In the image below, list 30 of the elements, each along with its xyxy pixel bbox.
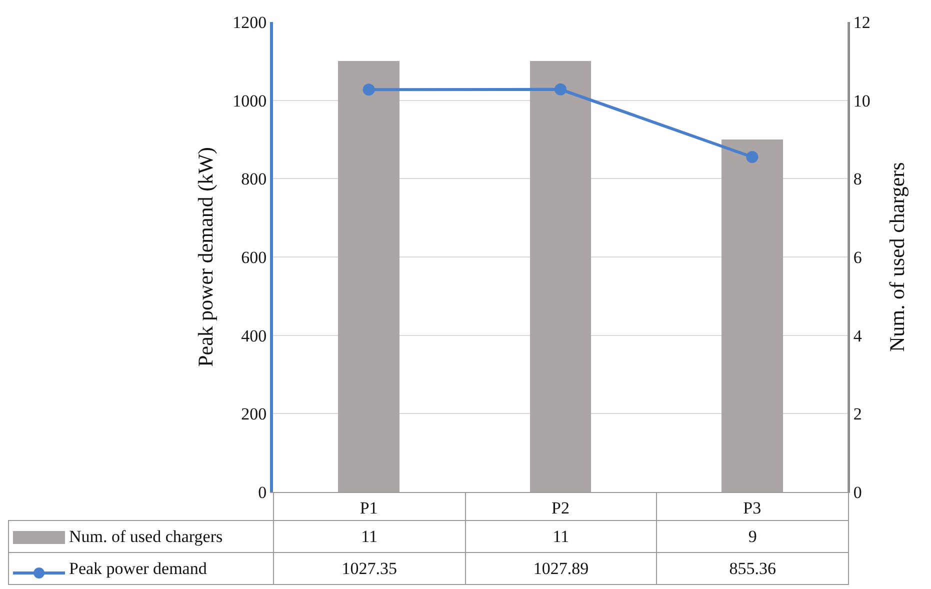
y2-axis-title: Num. of used chargers xyxy=(885,162,910,352)
y2-tick-label: 4 xyxy=(853,326,862,346)
data-label: 11 xyxy=(274,520,466,552)
data-label: 11 xyxy=(465,520,657,552)
y-axis-title: Peak power demand (kW) xyxy=(194,147,218,367)
y2-tick-label: 6 xyxy=(853,248,862,267)
y-tick-label: 1200 xyxy=(232,12,267,32)
y2-tick-label: 8 xyxy=(853,170,862,189)
y-tick-label: 400 xyxy=(241,326,267,346)
data-label: 9 xyxy=(656,520,848,552)
data-label: 1027.35 xyxy=(274,552,466,584)
y-tick-label: 800 xyxy=(241,170,267,189)
x-tick-label: P2 xyxy=(552,498,570,518)
y-tick-label: 1000 xyxy=(232,91,267,110)
data-label: 1027.89 xyxy=(465,552,657,584)
y2-tick-label: 2 xyxy=(853,404,862,424)
y-tick-label: 600 xyxy=(241,248,267,267)
y-tick-label: 0 xyxy=(258,482,267,502)
data-label: 855.36 xyxy=(656,552,848,584)
point xyxy=(554,83,566,96)
y2-tick-label: 0 xyxy=(853,482,862,502)
x-tick-label: P1 xyxy=(360,498,378,518)
y-tick-label: 200 xyxy=(241,404,267,424)
point xyxy=(746,150,758,163)
legend-label: Num. of used chargers xyxy=(69,526,223,546)
y2-tick-label: 12 xyxy=(853,12,870,32)
y2-tick-label: 10 xyxy=(853,91,870,110)
point xyxy=(362,84,375,96)
legend-label: Peak power demand xyxy=(69,558,207,578)
x-tick-label: P3 xyxy=(743,498,762,518)
